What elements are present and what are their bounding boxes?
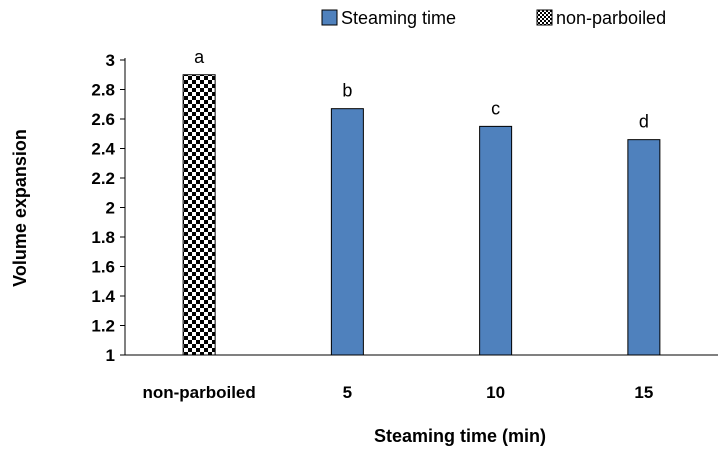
x-tick-label-15: 15 bbox=[634, 383, 653, 402]
x-axis-tick-labels: non-parboiled 5 10 15 bbox=[142, 383, 653, 402]
legend: Steaming time non-parboiled bbox=[321, 8, 666, 28]
bar-10 bbox=[479, 125, 513, 356]
x-tick-label-10: 10 bbox=[486, 383, 505, 402]
y-tick-label: 2.6 bbox=[91, 110, 115, 129]
y-tick-label: 1.6 bbox=[91, 258, 115, 277]
data-label-15: d bbox=[639, 112, 649, 132]
bars bbox=[182, 74, 661, 356]
legend-label-non-parboiled: non-parboiled bbox=[556, 8, 666, 28]
bar-15 bbox=[627, 139, 661, 356]
y-tick-label: 1.8 bbox=[91, 228, 115, 247]
data-labels: a b c d bbox=[194, 47, 649, 132]
x-tick-label-5: 5 bbox=[343, 383, 352, 402]
y-tick-label: 2 bbox=[106, 199, 115, 218]
bar-5 bbox=[330, 108, 364, 356]
x-tick-label-non-parboiled: non-parboiled bbox=[142, 383, 255, 402]
legend-label-steaming-time: Steaming time bbox=[341, 8, 456, 28]
y-tick-label: 2.4 bbox=[91, 140, 115, 159]
y-axis-title: Volume expansion bbox=[10, 129, 30, 287]
y-tick-label: 1 bbox=[106, 346, 115, 365]
y-tick-label: 3 bbox=[106, 51, 115, 70]
y-tick-label: 2.8 bbox=[91, 81, 115, 100]
y-tick-label: 2.2 bbox=[91, 169, 115, 188]
legend-swatch-steaming-time bbox=[321, 9, 338, 26]
y-tick-label: 1.4 bbox=[91, 287, 115, 306]
legend-swatch-non-parboiled bbox=[536, 9, 553, 26]
y-axis-ticks: 1 1.2 1.4 1.6 1.8 2 2.2 2.4 2.6 2.8 3 bbox=[91, 51, 125, 365]
data-label-10: c bbox=[491, 98, 500, 118]
data-label-non-parboiled: a bbox=[194, 47, 205, 67]
x-axis-title: Steaming time (min) bbox=[374, 426, 546, 446]
y-tick-label: 1.2 bbox=[91, 317, 115, 336]
data-label-5: b bbox=[342, 81, 352, 101]
bar-non-parboiled bbox=[182, 74, 216, 356]
